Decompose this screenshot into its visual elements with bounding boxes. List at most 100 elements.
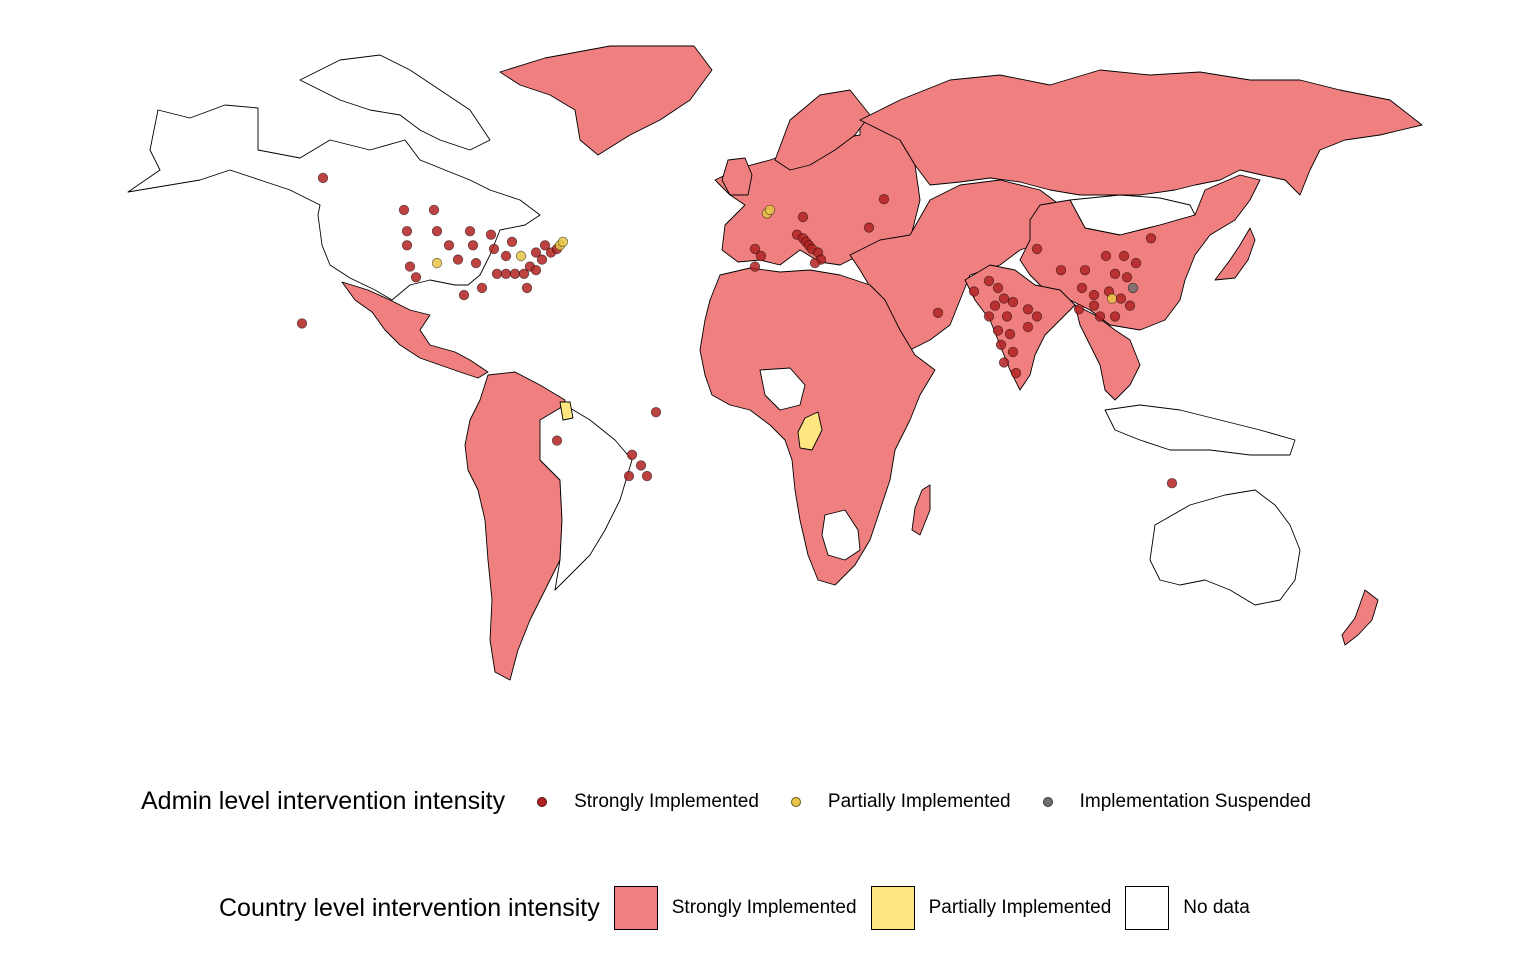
admin-point-14 — [470, 257, 482, 269]
admin-point-16 — [485, 229, 497, 240]
admin-point-12 — [464, 225, 476, 237]
admin-point-58 — [968, 286, 980, 297]
region-southern-africa-nodata — [821, 509, 861, 561]
region-australia — [1149, 489, 1301, 606]
admin-point-43 — [764, 204, 776, 216]
admin-point-64 — [989, 300, 1001, 311]
admin-point-68 — [1031, 311, 1043, 322]
admin-point-40 — [641, 470, 653, 482]
admin-point-76 — [1031, 243, 1043, 255]
admin-point-36 — [551, 435, 563, 446]
region-brazil — [539, 404, 633, 591]
country-legend-label-partial: Partially Implemented — [928, 897, 1112, 918]
admin-point-63 — [1007, 296, 1019, 308]
admin-point-2 — [398, 204, 410, 216]
region-mexico-central-america — [341, 281, 489, 379]
admin-point-41 — [623, 470, 635, 482]
admin-point-87 — [1088, 289, 1100, 301]
admin-point-3 — [428, 204, 440, 216]
region-new-zealand — [1341, 589, 1379, 646]
country-legend-swatch-strong — [613, 886, 658, 930]
admin-point-44 — [797, 211, 809, 223]
admin-point-60 — [932, 307, 944, 319]
admin-point-19 — [500, 250, 512, 262]
admin-point-13 — [467, 240, 479, 251]
admin-point-82 — [1145, 233, 1157, 244]
admin-legend: Admin level intervention intensity Stron… — [141, 787, 1311, 816]
admin-point-28 — [530, 265, 542, 276]
region-russia — [859, 69, 1423, 196]
admin-point-83 — [1109, 268, 1121, 280]
admin-point-11 — [452, 254, 464, 265]
admin-point-22 — [509, 268, 521, 280]
admin-point-38 — [626, 449, 638, 461]
admin-legend-dot-partial — [790, 796, 801, 807]
admin-point-80 — [1118, 250, 1130, 262]
admin-point-47 — [749, 261, 761, 272]
admin-point-0 — [317, 172, 329, 184]
admin-legend-title: Admin level intervention intensity — [141, 787, 506, 815]
region-greenland — [499, 45, 713, 156]
admin-point-77 — [1055, 265, 1067, 276]
admin-point-70 — [1004, 328, 1016, 340]
admin-point-75 — [1010, 367, 1022, 379]
admin-point-20 — [500, 268, 512, 280]
admin-point-73 — [1007, 346, 1019, 358]
admin-point-10 — [443, 240, 455, 251]
admin-point-91 — [1124, 300, 1136, 311]
admin-point-65 — [983, 311, 995, 322]
admin-point-1 — [296, 318, 308, 329]
admin-point-8 — [431, 225, 443, 237]
admin-point-85 — [1127, 282, 1139, 294]
admin-point-86 — [1076, 282, 1088, 294]
region-indonesia — [1104, 404, 1296, 456]
region-madagascar — [911, 484, 931, 536]
admin-point-56 — [878, 193, 890, 205]
admin-point-89 — [1106, 293, 1118, 304]
region-north-america — [127, 104, 541, 301]
admin-point-79 — [1100, 250, 1112, 262]
country-legend-title: Country level intervention intensity — [219, 893, 600, 922]
region-uk — [721, 157, 753, 196]
admin-point-67 — [1022, 304, 1034, 315]
region-suriname — [559, 401, 574, 421]
region-west-africa-nodata — [759, 367, 806, 411]
admin-point-25 — [521, 282, 533, 294]
admin-point-29 — [536, 254, 548, 265]
admin-point-59 — [983, 275, 995, 287]
admin-point-81 — [1130, 257, 1142, 269]
admin-point-57 — [863, 222, 875, 233]
country-legend-swatch-partial — [870, 886, 915, 930]
admin-point-84 — [1121, 272, 1133, 283]
country-legend: Country level intervention intensity Str… — [219, 886, 1250, 930]
admin-point-39 — [635, 460, 647, 471]
admin-point-93 — [1088, 300, 1100, 311]
country-legend-label-nodata: No data — [1183, 897, 1250, 918]
admin-points-layer — [296, 172, 1178, 489]
admin-legend-label-partial: Partially Implemented — [827, 790, 1011, 812]
admin-point-66 — [1001, 311, 1013, 322]
admin-point-18 — [491, 268, 503, 280]
admin-legend-dot-strong — [537, 796, 548, 807]
admin-point-90 — [1115, 293, 1127, 304]
region-southeast-asia — [1074, 304, 1141, 401]
admin-point-37 — [650, 407, 662, 418]
region-canada-arctic — [299, 54, 491, 151]
admin-point-45 — [755, 250, 767, 262]
admin-point-6 — [404, 261, 416, 272]
admin-point-4 — [401, 225, 413, 237]
admin-point-23 — [515, 250, 527, 262]
admin-point-15 — [476, 282, 488, 294]
admin-legend-label-strong: Strongly Implemented — [574, 790, 759, 812]
admin-legend-dot-suspended — [1042, 796, 1053, 807]
region-scandinavia — [774, 89, 871, 171]
admin-point-69 — [992, 325, 1004, 336]
admin-point-9 — [431, 257, 443, 269]
region-japan — [1214, 227, 1256, 281]
admin-point-5 — [401, 240, 413, 251]
admin-point-96 — [1166, 478, 1178, 489]
admin-point-55 — [809, 257, 821, 269]
admin-point-74 — [998, 357, 1010, 368]
admin-point-78 — [1079, 265, 1091, 276]
